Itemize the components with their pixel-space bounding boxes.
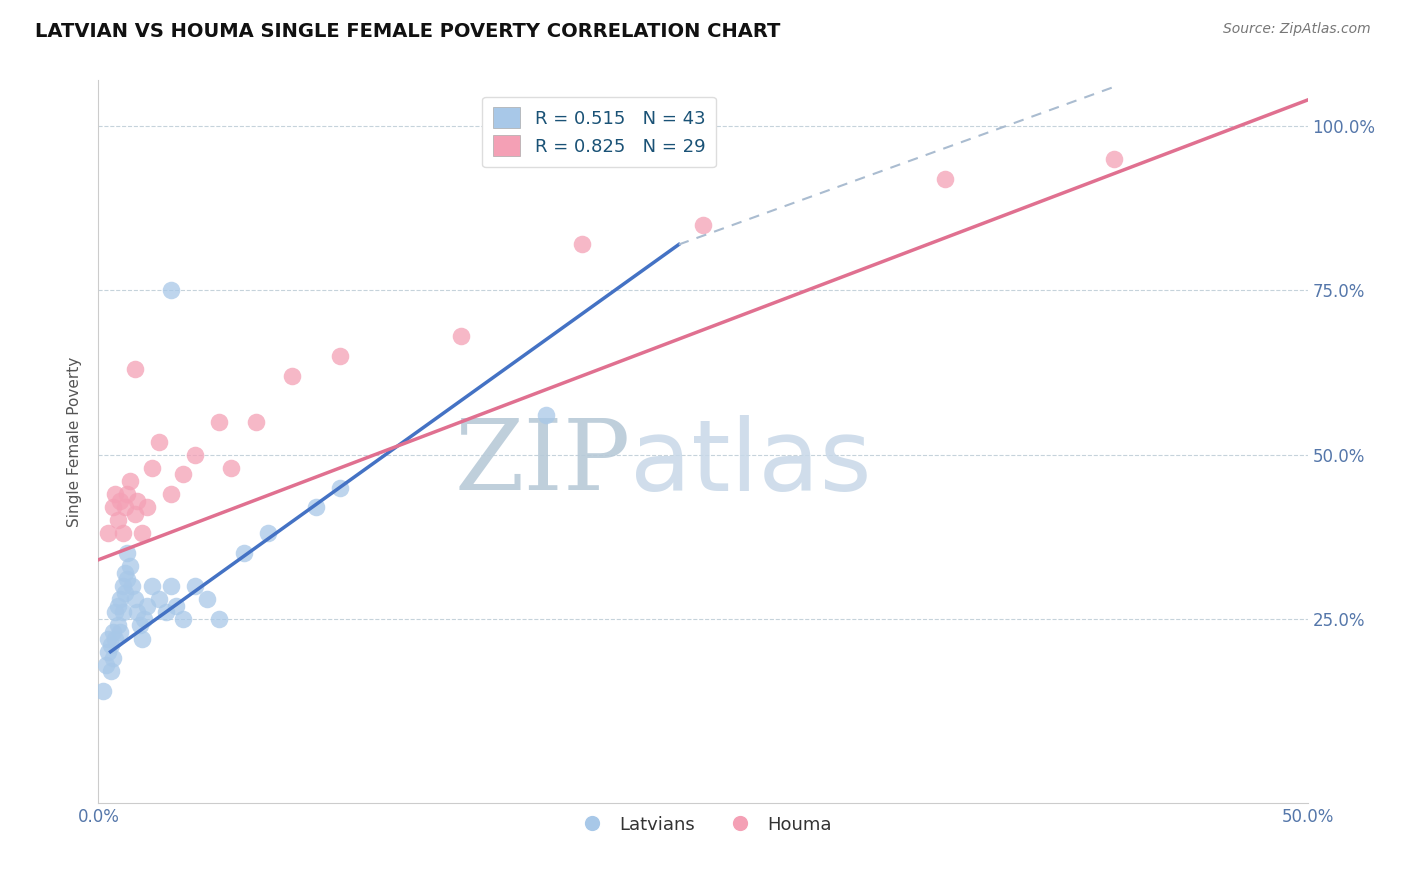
Point [172,612,194,626]
Point [97,645,120,659]
Point [131,632,153,646]
Point [91,684,114,698]
Point [107,618,129,632]
Point [148,434,170,449]
Text: atlas: atlas [630,415,872,512]
Point [329,481,352,495]
Point [245,415,267,429]
Point [172,467,194,482]
Point [155,605,177,619]
Point [101,500,124,515]
Legend: Latvians, Houma: Latvians, Houma [567,808,839,841]
Point [124,362,146,376]
Point [135,500,157,515]
Point [450,329,472,343]
Point [114,585,136,599]
Point [111,526,134,541]
Text: ZIP: ZIP [454,416,630,511]
Point [100,638,122,652]
Point [208,415,231,429]
Point [104,605,127,619]
Y-axis label: Single Female Poverty: Single Female Poverty [67,357,83,526]
Point [118,474,141,488]
Point [329,349,352,363]
Text: Source: ZipAtlas.com: Source: ZipAtlas.com [1223,22,1371,37]
Point [127,605,149,619]
Point [134,612,156,626]
Point [100,665,122,679]
Point [101,651,124,665]
Point [208,612,231,626]
Point [117,573,139,587]
Point [128,618,150,632]
Point [97,526,120,541]
Point [108,625,131,640]
Point [934,171,956,186]
Point [111,605,134,619]
Point [165,599,187,613]
Point [111,579,134,593]
Point [114,500,136,515]
Point [97,632,120,646]
Point [117,487,139,501]
Point [104,632,127,646]
Point [107,513,129,527]
Point [117,546,139,560]
Point [94,657,117,672]
Point [160,579,183,593]
Point [148,592,170,607]
Point [104,487,127,501]
Point [1102,152,1125,166]
Point [141,579,163,593]
Point [232,546,254,560]
Point [108,592,131,607]
Point [692,218,714,232]
Point [281,368,304,383]
Point [118,559,141,574]
Point [571,237,593,252]
Point [141,460,163,475]
Point [195,592,218,607]
Point [534,409,557,423]
Text: LATVIAN VS HOUMA SINGLE FEMALE POVERTY CORRELATION CHART: LATVIAN VS HOUMA SINGLE FEMALE POVERTY C… [35,22,780,41]
Point [160,487,183,501]
Point [184,448,207,462]
Point [124,507,146,521]
Point [101,625,124,640]
Point [127,493,149,508]
Point [184,579,207,593]
Point [160,284,183,298]
Point [256,526,278,541]
Point [108,493,131,508]
Point [124,592,146,607]
Point [221,460,243,475]
Point [131,526,153,541]
Point [121,579,143,593]
Point [135,599,157,613]
Point [305,500,328,515]
Point [107,599,129,613]
Point [114,566,136,580]
